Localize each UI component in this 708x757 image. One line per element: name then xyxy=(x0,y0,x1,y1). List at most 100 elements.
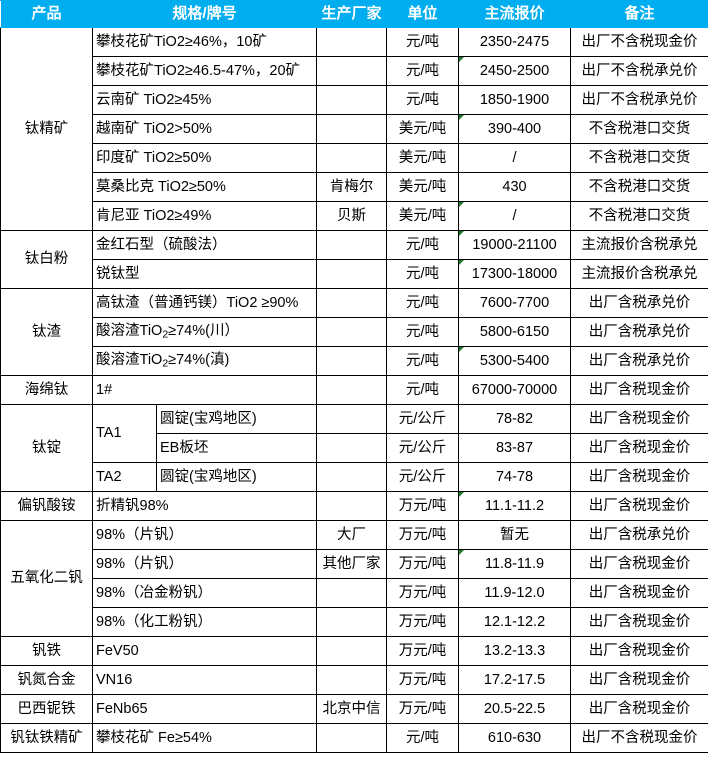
unit-cell: 万元/吨 xyxy=(386,694,460,724)
table-row: 酸溶渣TiO2≥74%(滇) 元/吨 5300-5400 出厂含税承兑价 xyxy=(1,346,708,376)
unit-cell: 元/吨 xyxy=(386,230,460,260)
price-cell: 暂无 xyxy=(458,520,572,550)
remark-cell: 出厂不含税现金价 xyxy=(570,27,708,57)
remark-cell: 出厂含税承兑价 xyxy=(570,346,708,376)
unit-cell: 元/吨 xyxy=(386,723,460,753)
manufacturer-cell xyxy=(316,317,388,347)
unit-cell: 元/吨 xyxy=(386,85,460,115)
product-group-cell: 钛渣 xyxy=(0,288,93,376)
spec-cell: 印度矿 TiO2≥50% xyxy=(91,143,318,173)
product-group-cell: 五氧化二钒 xyxy=(0,520,93,637)
price-cell: 5800-6150 xyxy=(458,317,572,347)
product-group-cell: 偏钒酸铵 xyxy=(0,491,93,521)
product-group-cell: 巴西铌铁 xyxy=(0,694,93,724)
table-row: 98%（片钒） 其他厂家 万元/吨 11.8-11.9 出厂含税现金价 xyxy=(1,549,708,579)
remark-cell: 出厂含税承兑价 xyxy=(570,288,708,318)
price-cell: 610-630 xyxy=(458,723,572,753)
spec-cell: 锐钛型 xyxy=(91,259,318,289)
table-body: 钛精矿 攀枝花矿TiO2≥46%，10矿 元/吨 2350-2475 出厂不含税现金价攀… xyxy=(0,27,708,753)
unit-cell: 万元/吨 xyxy=(386,491,460,521)
manufacturer-cell xyxy=(316,375,388,405)
unit-cell: 美元/吨 xyxy=(386,143,460,173)
table-header: 产品 规格/牌号 生产厂家 单位 主流报价 备注 xyxy=(0,0,708,28)
product-group-cell: 钒钛铁精矿 xyxy=(0,723,93,753)
remark-cell: 出厂含税现金价 xyxy=(570,578,708,608)
table-row: 云南矿 TiO2≥45% 元/吨 1850-1900 出厂不含税承兑价 xyxy=(1,85,708,115)
manufacturer-cell xyxy=(316,346,388,376)
manufacturer-cell xyxy=(316,433,388,463)
table-row: 巴西铌铁 FeNb65 北京中信 万元/吨 20.5-22.5 出厂含税现金价 xyxy=(0,694,708,724)
table-row: 钛渣 高钛渣（普通钙镁）TiO2 ≥90% 元/吨 7600-7700 出厂含税承兑价 xyxy=(0,288,708,376)
table-row: 酸溶渣TiO2≥74%(川） 元/吨 5800-6150 出厂含税承兑价 xyxy=(1,317,708,347)
remark-cell: 出厂含税现金价 xyxy=(570,491,708,521)
manufacturer-cell xyxy=(316,723,388,753)
spec-cell: 酸溶渣TiO2≥74%(滇) xyxy=(91,346,318,376)
product-group-cell: 钒氮合金 xyxy=(0,665,93,695)
col-header-spec: 规格/牌号 xyxy=(91,0,318,28)
spec-cell: FeV50 xyxy=(91,636,318,666)
table-row: 越南矿 TiO2>50% 美元/吨 390-400 不含税港口交货 xyxy=(1,114,708,144)
spec-cell: 攀枝花矿TiO2≥46%，10矿 xyxy=(91,27,318,57)
col-header-unit: 单位 xyxy=(386,0,460,28)
unit-cell: 元/吨 xyxy=(386,56,460,86)
spec-cell: 莫桑比克 TiO2≥50% xyxy=(91,172,318,202)
unit-cell: 元/吨 xyxy=(386,346,460,376)
table-row: 钒铁 FeV50 万元/吨 13.2-13.3 出厂含税现金价 xyxy=(0,636,708,666)
price-cell: 2350-2475 xyxy=(458,27,572,57)
spec-cell: 1# xyxy=(91,375,318,405)
spec-cell: 酸溶渣TiO2≥74%(川） xyxy=(91,317,318,347)
table-row: 98%（冶金粉钒） 万元/吨 11.9-12.0 出厂含税现金价 xyxy=(1,578,708,608)
product-group-cell: 钒铁 xyxy=(0,636,93,666)
remark-cell: 出厂不含税承兑价 xyxy=(570,56,708,86)
manufacturer-cell: 大厂 xyxy=(316,520,388,550)
remark-cell: 出厂含税现金价 xyxy=(570,665,708,695)
manufacturer-cell xyxy=(316,404,388,434)
table-row: 攀枝花矿TiO2≥46.5-47%，20矿 元/吨 2450-2500 出厂不含税承兑… xyxy=(1,56,708,86)
manufacturer-cell xyxy=(316,636,388,666)
table-row: 肯尼亚 TiO2≥49% 贝斯 美元/吨 / 不含税港口交货 xyxy=(1,201,708,231)
remark-cell: 不含税港口交货 xyxy=(570,172,708,202)
manufacturer-cell xyxy=(316,27,388,57)
unit-cell: 万元/吨 xyxy=(386,578,460,608)
spec-cell: 金红石型（硫酸法） xyxy=(91,230,318,260)
price-cell: 2450-2500 xyxy=(458,56,572,86)
remark-cell: 出厂不含税承兑价 xyxy=(570,85,708,115)
remark-cell: 出厂含税现金价 xyxy=(570,433,708,463)
remark-cell: 主流报价含税承兑 xyxy=(570,259,708,289)
price-cell: 12.1-12.2 xyxy=(458,607,572,637)
manufacturer-cell: 北京中信 xyxy=(316,694,388,724)
table-row: 钛白粉 金红石型（硫酸法） 元/吨 19000-21100 主流报价含税承兑 xyxy=(0,230,708,289)
table-row: 钒氮合金 VN16 万元/吨 17.2-17.5 出厂含税现金价 xyxy=(0,665,708,695)
remark-cell: 不含税港口交货 xyxy=(570,114,708,144)
manufacturer-cell: 其他厂家 xyxy=(316,549,388,579)
grade-cell: TA1 xyxy=(92,404,157,463)
remark-cell: 出厂含税现金价 xyxy=(570,462,708,492)
table-row: 98%（化工粉钒） 万元/吨 12.1-12.2 出厂含税现金价 xyxy=(1,607,708,637)
spec-cell: 圆锭(宝鸡地区) xyxy=(155,404,318,434)
unit-cell: 元/公斤 xyxy=(386,404,460,434)
price-cell: 11.8-11.9 xyxy=(458,549,572,579)
spec-cell: 高钛渣（普通钙镁）TiO2 ≥90% xyxy=(91,288,318,318)
spec-cell: 云南矿 TiO2≥45% xyxy=(91,85,318,115)
spec-cell: 98%（片钒） xyxy=(91,549,318,579)
col-header-price: 主流报价 xyxy=(458,0,572,28)
remark-cell: 出厂含税现金价 xyxy=(570,404,708,434)
product-group-cell: 海绵钛 xyxy=(0,375,93,405)
unit-cell: 万元/吨 xyxy=(386,636,460,666)
manufacturer-cell xyxy=(316,143,388,173)
manufacturer-cell: 贝斯 xyxy=(316,201,388,231)
spec-cell: 越南矿 TiO2>50% xyxy=(91,114,318,144)
remark-cell: 不含税港口交货 xyxy=(570,143,708,173)
manufacturer-cell xyxy=(316,462,388,492)
table-row: 海绵钛 1# 元/吨 67000-70000 出厂含税现金价 xyxy=(0,375,708,405)
col-header-product: 产品 xyxy=(0,0,93,28)
manufacturer-cell: 肯梅尔 xyxy=(316,172,388,202)
price-cell: 19000-21100 xyxy=(458,230,572,260)
unit-cell: 元/吨 xyxy=(386,27,460,57)
remark-cell: 出厂含税承兑价 xyxy=(570,520,708,550)
spec-cell: 98%（片钒） xyxy=(91,520,318,550)
product-group-cell: 钛精矿 xyxy=(0,27,93,231)
price-cell: 78-82 xyxy=(458,404,572,434)
spec-cell: 折精钒98% xyxy=(91,491,318,521)
spec-cell: FeNb65 xyxy=(91,694,318,724)
